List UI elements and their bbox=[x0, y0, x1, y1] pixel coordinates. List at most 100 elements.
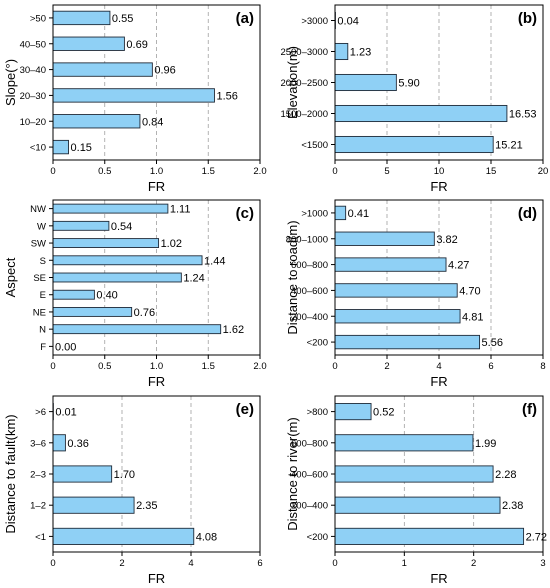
category-label: SW bbox=[31, 239, 46, 250]
x-tick-label: 0 bbox=[50, 558, 55, 569]
category-label: 10–20 bbox=[20, 117, 46, 128]
bar bbox=[52, 10, 111, 26]
category-label: 400–600 bbox=[291, 470, 328, 481]
value-label: 0.76 bbox=[134, 307, 155, 319]
bar bbox=[334, 496, 501, 514]
category-label: 400–600 bbox=[291, 286, 328, 297]
bar bbox=[52, 496, 135, 514]
category-label: 1500–2000 bbox=[280, 109, 328, 120]
category-label: W bbox=[37, 221, 46, 232]
value-label: 3.82 bbox=[436, 234, 457, 246]
value-label: 1.23 bbox=[350, 47, 371, 59]
value-label: 1.70 bbox=[114, 469, 135, 481]
category-label: SE bbox=[33, 273, 46, 284]
x-tick-label: 1.5 bbox=[202, 361, 215, 372]
bar bbox=[334, 309, 461, 324]
bar bbox=[52, 434, 66, 452]
category-label: >1000 bbox=[301, 208, 328, 219]
bar bbox=[334, 283, 458, 298]
category-label: 40–50 bbox=[20, 39, 46, 50]
panel-a: 0.55 >50 0.69 40–50 0.96 30–40 1.56 20–30 0.84 10… bbox=[3, 4, 267, 194]
value-label: 0.00 bbox=[55, 341, 76, 353]
bar bbox=[52, 324, 222, 335]
value-label: 15.21 bbox=[495, 140, 523, 152]
bar bbox=[334, 104, 508, 123]
value-label: 1.56 bbox=[216, 90, 237, 102]
x-tick-label: 0 bbox=[332, 558, 337, 569]
y-axis-title: Distance to river(m) bbox=[285, 417, 300, 530]
x-tick-label: 0 bbox=[332, 361, 337, 372]
bar bbox=[52, 465, 113, 483]
value-label: 0.04 bbox=[337, 16, 358, 28]
value-label: 4.70 bbox=[459, 285, 480, 297]
category-label: 2–3 bbox=[30, 470, 46, 481]
x-tick-label: 20 bbox=[538, 166, 549, 177]
x-tick-label: 1.0 bbox=[150, 361, 163, 372]
category-label: F bbox=[40, 342, 46, 353]
x-tick-label: 0 bbox=[50, 361, 55, 372]
value-label: 4.08 bbox=[196, 531, 217, 543]
bar bbox=[52, 203, 169, 214]
panel-tag: (a) bbox=[236, 10, 254, 27]
value-label: 2.35 bbox=[136, 500, 157, 512]
panel-d: 0.41 >1000 3.82 800–1000 4.27 600–800 4.70 400–… bbox=[285, 199, 546, 389]
bar bbox=[52, 36, 125, 51]
bar bbox=[334, 334, 481, 350]
x-tick-label: 2 bbox=[471, 558, 476, 569]
bar bbox=[334, 231, 435, 246]
category-label: N bbox=[39, 325, 46, 336]
category-label: <200 bbox=[307, 532, 328, 543]
x-tick-label: 2 bbox=[384, 361, 389, 372]
x-tick-label: 0.5 bbox=[98, 166, 111, 177]
value-label: 1.24 bbox=[183, 273, 204, 285]
x-tick-label: 6 bbox=[257, 558, 262, 569]
plot-frame bbox=[334, 395, 544, 553]
bar bbox=[334, 257, 447, 272]
x-axis-title: FR bbox=[148, 179, 165, 194]
x-tick-label: 10 bbox=[434, 166, 445, 177]
x-tick-label: 0 bbox=[332, 166, 337, 177]
x-tick-label: 2 bbox=[119, 558, 124, 569]
value-label: 1.99 bbox=[475, 438, 496, 450]
bar bbox=[334, 135, 494, 154]
category-label: 600–800 bbox=[291, 438, 328, 449]
category-label: <10 bbox=[30, 143, 46, 154]
x-tick-label: 8 bbox=[540, 361, 545, 372]
y-axis-title: Distance to fault(km) bbox=[3, 414, 18, 533]
x-tick-label: 1.5 bbox=[202, 166, 215, 177]
value-label: 2.72 bbox=[526, 531, 547, 543]
x-tick-label: 0 bbox=[50, 166, 55, 177]
x-tick-label: 0.5 bbox=[98, 361, 111, 372]
category-label: E bbox=[40, 290, 46, 301]
bar bbox=[52, 289, 95, 300]
x-tick-label: 5 bbox=[384, 166, 389, 177]
x-tick-label: 15 bbox=[486, 166, 497, 177]
category-label: <1500 bbox=[301, 140, 328, 151]
bar bbox=[52, 114, 141, 129]
value-label: 0.41 bbox=[348, 208, 369, 220]
value-label: 0.40 bbox=[96, 290, 117, 302]
value-label: 1.44 bbox=[204, 255, 225, 267]
bar bbox=[334, 527, 525, 545]
category-label: 1–2 bbox=[30, 501, 46, 512]
value-label: 0.55 bbox=[112, 13, 133, 25]
bar bbox=[334, 42, 349, 61]
category-label: >800 bbox=[307, 407, 328, 418]
plot-frame bbox=[52, 395, 261, 553]
value-label: 0.01 bbox=[55, 407, 76, 419]
bar bbox=[52, 272, 182, 283]
bar bbox=[52, 527, 195, 545]
x-axis-title: FR bbox=[430, 571, 447, 586]
panel-tag: (b) bbox=[518, 10, 537, 27]
x-tick-label: 4 bbox=[188, 558, 193, 569]
bar bbox=[334, 434, 474, 452]
category-label: 2000–2500 bbox=[280, 78, 328, 89]
x-axis-title: FR bbox=[430, 179, 447, 194]
category-label: 20–30 bbox=[20, 91, 46, 102]
bar bbox=[52, 238, 160, 248]
category-label: >6 bbox=[35, 407, 46, 418]
bar bbox=[334, 465, 494, 483]
bar bbox=[52, 139, 69, 155]
bar bbox=[52, 88, 215, 103]
